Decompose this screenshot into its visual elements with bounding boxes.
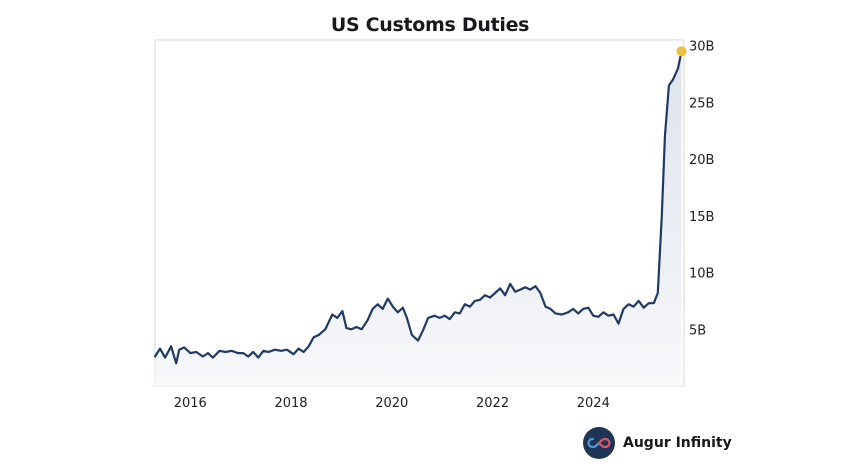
x-tick-label: 2024 (577, 396, 610, 411)
y-tick-label: 30B (689, 40, 714, 55)
series-area-fill (155, 51, 682, 387)
x-axis-ticks: 2016 2018 2020 2022 2024 (174, 396, 610, 411)
x-tick-label: 2018 (274, 396, 307, 411)
y-tick-label: 10B (689, 267, 714, 282)
infinity-icon (583, 427, 615, 459)
y-tick-label: 20B (689, 153, 714, 168)
x-tick-label: 2016 (174, 396, 207, 411)
series-line (153, 50, 683, 365)
y-tick-label: 5B (689, 323, 706, 338)
brand: Augur Infinity (583, 426, 732, 460)
y-axis-ticks: 5B 10B 15B 20B 25B 30B (689, 40, 714, 339)
x-tick-label: 2022 (476, 396, 509, 411)
x-tick-label: 2020 (375, 396, 408, 411)
chart-title: US Customs Duties (330, 14, 530, 36)
y-tick-label: 25B (689, 96, 714, 111)
brand-name: Augur Infinity (623, 435, 732, 451)
last-point-marker (676, 46, 687, 57)
y-tick-label: 15B (689, 210, 714, 225)
